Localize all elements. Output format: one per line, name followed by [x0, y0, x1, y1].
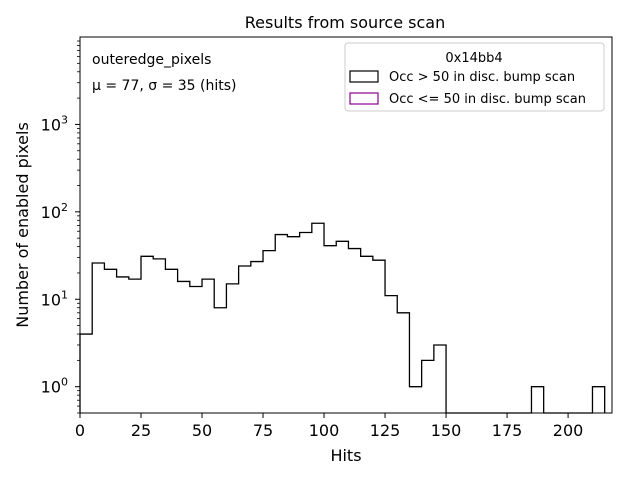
- histogram-bin: [373, 260, 385, 413]
- x-tick-label: 0: [75, 421, 85, 440]
- x-tick-label: 50: [192, 421, 212, 440]
- histogram-bin: [104, 269, 116, 413]
- histogram-bin: [348, 249, 360, 413]
- legend-title: 0x14bb4: [445, 51, 502, 66]
- histogram-bin: [300, 233, 312, 413]
- histogram-bin: [251, 262, 263, 413]
- legend-label-occ-high: Occ > 50 in disc. bump scan: [389, 70, 575, 85]
- x-tick-label: 75: [253, 421, 273, 440]
- x-tick-label: 100: [309, 421, 340, 440]
- x-tick-label: 175: [492, 421, 523, 440]
- plot-area: [79, 222, 606, 414]
- histogram-bin: [202, 279, 214, 413]
- x-tick-label: 25: [131, 421, 151, 440]
- histogram-bin: [190, 286, 202, 413]
- histogram-bin: [397, 313, 409, 413]
- legend-box: [344, 42, 605, 112]
- histogram-bin: [141, 256, 153, 413]
- histogram-bin: [275, 235, 287, 413]
- y-tick-label: 101: [41, 288, 68, 309]
- x-tick-label: 125: [370, 421, 401, 440]
- histogram-bin: [422, 360, 434, 413]
- chart-title: Results from source scan: [245, 13, 445, 32]
- histogram-series-outline: [79, 222, 606, 414]
- histogram-bin: [92, 263, 104, 413]
- histogram-bin: [324, 246, 336, 413]
- y-tick-label: 100: [41, 376, 68, 397]
- legend-swatch-occ-high: [349, 70, 379, 83]
- histogram-bin: [434, 345, 446, 413]
- stats-label: μ = 77, σ = 35 (hits): [92, 78, 237, 94]
- x-axis-label: Hits: [330, 446, 361, 465]
- y-axis-label: Number of enabled pixels: [13, 122, 32, 328]
- histogram-bin: [153, 259, 165, 413]
- legend-swatch-occ-low: [349, 92, 379, 105]
- x-tick-label: 200: [553, 421, 584, 440]
- histogram-bin: [336, 241, 348, 413]
- histogram-bin: [531, 387, 543, 413]
- y-tick-label: 102: [41, 201, 68, 222]
- histogram-bin: [361, 256, 373, 413]
- histogram-bin: [117, 277, 129, 413]
- histogram-bin: [312, 223, 324, 413]
- y-axis: 100 101 102 103: [41, 40, 80, 414]
- dataset-label: outeredge_pixels: [92, 52, 211, 68]
- histogram-bin: [263, 251, 275, 413]
- x-tick-label: 150: [431, 421, 462, 440]
- x-axis: 0 25 50 75 100 125 150 175 200: [75, 413, 583, 440]
- histogram-bin: [239, 266, 251, 413]
- histogram-bin: [165, 269, 177, 413]
- legend-label-occ-low: Occ <= 50 in disc. bump scan: [389, 92, 586, 107]
- histogram-bin: [287, 237, 299, 413]
- histogram-bin: [129, 279, 141, 413]
- histogram-bin: [409, 387, 421, 413]
- histogram-bin: [80, 334, 92, 413]
- histogram-bin: [226, 284, 238, 413]
- histogram-bin: [214, 308, 226, 413]
- histogram-bin: [385, 296, 397, 413]
- y-tick-label: 103: [41, 113, 68, 134]
- legend: 0x14bb4 Occ > 50 in disc. bump scan Occ …: [344, 42, 605, 112]
- histogram-bin: [178, 281, 190, 413]
- histogram-bin: [592, 387, 604, 413]
